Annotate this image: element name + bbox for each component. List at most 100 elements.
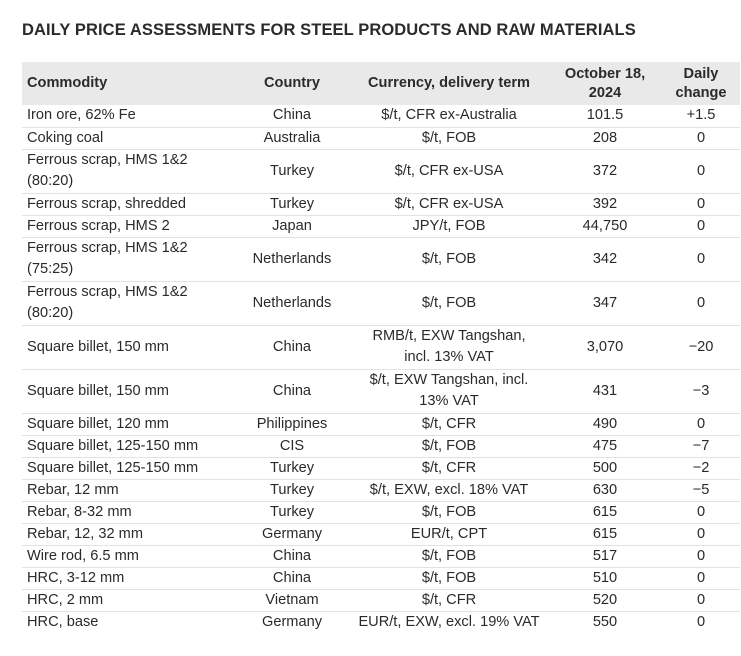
cell-price: 615: [592, 503, 618, 520]
table-row: HRC, 3-12 mm China $/t, FOB 510 0: [22, 567, 740, 589]
cell-change: 0: [696, 415, 706, 432]
cell-country: China: [272, 547, 312, 564]
commodity-line: Coking coal: [27, 129, 104, 146]
commodity-line: Square billet, 150 mm: [27, 338, 169, 355]
cell-price: 372: [592, 162, 618, 179]
term-line: EUR/t, CPT: [410, 525, 488, 542]
cell-change: 0: [696, 294, 706, 311]
term-line: $/t, CFR ex-USA: [394, 195, 504, 212]
term-line: $/t, CFR: [421, 415, 477, 432]
cell-term: $/t, FOB: [350, 237, 548, 281]
cell-country: Japan: [272, 217, 312, 234]
cell-commodity: Ferrous scrap, HMS 1&2 (80:20): [22, 149, 234, 193]
cell-term: EUR/t, EXW, excl. 19% VAT: [350, 611, 548, 633]
term-line: $/t, CFR ex-USA: [394, 162, 504, 179]
cell-term: $/t, CFR ex-USA: [350, 193, 548, 215]
term-line: $/t, FOB: [421, 503, 477, 520]
cell-change: 0: [696, 162, 706, 179]
commodity-line: Ferrous scrap, HMS 1&2: [27, 240, 188, 256]
commodity-line: Square billet, 125-150 mm: [27, 459, 199, 476]
term-line: incl. 13% VAT: [404, 349, 494, 365]
header-country: Country: [264, 75, 320, 91]
cell-country: Philippines: [256, 415, 328, 432]
cell-commodity: Rebar, 12, 32 mm: [22, 523, 234, 545]
cell-change: +1.5: [686, 107, 716, 124]
cell-price: 347: [592, 294, 618, 311]
cell-price: 520: [592, 591, 618, 608]
cell-country: Australia: [263, 129, 321, 146]
header-date-line2: 2024: [588, 84, 622, 101]
header-change-line2: change: [675, 84, 727, 101]
term-line: $/t, FOB: [421, 569, 477, 586]
cell-price: 615: [592, 525, 618, 542]
commodity-line: HRC, 3-12 mm: [27, 569, 125, 586]
table-row: Coking coal Australia $/t, FOB 208 0: [22, 127, 740, 149]
commodity-line: HRC, 2 mm: [27, 591, 104, 608]
table-row: HRC, 2 mm Vietnam $/t, CFR 520 0: [22, 589, 740, 611]
cell-term: $/t, CFR: [350, 457, 548, 479]
cell-term: $/t, CFR: [350, 413, 548, 435]
cell-country: Netherlands: [252, 250, 332, 267]
price-table: Commodity Country Currency, delivery ter…: [22, 62, 740, 633]
header-row: Commodity Country Currency, delivery ter…: [22, 62, 740, 105]
commodity-line: Ferrous scrap, shredded: [27, 195, 186, 212]
commodity-line: (80:20): [27, 305, 74, 321]
cell-change: −3: [692, 382, 710, 399]
cell-commodity: HRC, base: [22, 611, 234, 633]
header-term: Currency, delivery term: [368, 75, 530, 91]
cell-commodity: Square billet, 125-150 mm: [22, 457, 234, 479]
cell-price: 431: [592, 382, 618, 399]
term-line: 13% VAT: [419, 393, 479, 409]
cell-commodity: Square billet, 125-150 mm: [22, 435, 234, 457]
report-title: DAILY PRICE ASSESSMENTS FOR STEEL PRODUC…: [22, 21, 636, 39]
commodity-line: (80:20): [27, 173, 74, 189]
term-line: $/t, FOB: [421, 129, 477, 146]
header-change-line1: Daily: [683, 65, 719, 82]
term-line: $/t, CFR ex-Australia: [381, 107, 517, 124]
cell-commodity: Wire rod, 6.5 mm: [22, 545, 234, 567]
cell-country: China: [272, 107, 312, 124]
cell-commodity: HRC, 3-12 mm: [22, 567, 234, 589]
term-line: $/t, FOB: [421, 547, 477, 564]
cell-commodity: Rebar, 8-32 mm: [22, 501, 234, 523]
table-header: Commodity Country Currency, delivery ter…: [22, 62, 740, 105]
cell-price: 490: [592, 415, 618, 432]
table-row: Ferrous scrap, HMS 2 Japan JPY/t, FOB 44,75…: [22, 215, 740, 237]
cell-change: 0: [696, 129, 706, 146]
commodity-line: Iron ore, 62% Fe: [27, 107, 136, 124]
cell-term: $/t, CFR ex-Australia: [350, 105, 548, 127]
table-row: Rebar, 8-32 mm Turkey $/t, FOB 615 0: [22, 501, 740, 523]
cell-commodity: Ferrous scrap, shredded: [22, 193, 234, 215]
term-line: $/t, FOB: [421, 250, 477, 267]
commodity-line: Wire rod, 6.5 mm: [27, 547, 139, 564]
cell-price: 208: [592, 129, 618, 146]
cell-price: 475: [592, 437, 618, 454]
table-row: Rebar, 12, 32 mm Germany EUR/t, CPT 615 0: [22, 523, 740, 545]
term-line: EUR/t, EXW, excl. 19% VAT: [358, 613, 540, 630]
cell-commodity: Square billet, 120 mm: [22, 413, 234, 435]
cell-commodity: Ferrous scrap, HMS 1&2 (75:25): [22, 237, 234, 281]
cell-price: 510: [592, 569, 618, 586]
commodity-line: Rebar, 8-32 mm: [27, 503, 132, 520]
commodity-line: (75:25): [27, 261, 74, 277]
cell-price: 550: [592, 613, 618, 630]
term-line: $/t, EXW Tangshan, incl.: [369, 372, 529, 388]
term-line: $/t, FOB: [421, 437, 477, 454]
cell-term: $/t, FOB: [350, 545, 548, 567]
cell-country: Turkey: [269, 503, 315, 520]
cell-country: Netherlands: [252, 294, 332, 311]
cell-change: 0: [696, 613, 706, 630]
cell-term: $/t, FOB: [350, 127, 548, 149]
cell-country: Turkey: [269, 459, 315, 476]
table-row: Ferrous scrap, HMS 1&2 (80:20) Turkey $/t, …: [22, 149, 740, 193]
cell-change: 0: [696, 591, 706, 608]
cell-change: 0: [696, 217, 706, 234]
cell-change: −7: [692, 437, 710, 454]
cell-change: 0: [696, 250, 706, 267]
cell-country: China: [272, 382, 312, 399]
cell-change: 0: [696, 525, 706, 542]
commodity-line: Ferrous scrap, HMS 1&2: [27, 152, 188, 168]
term-line: RMB/t, EXW Tangshan,: [372, 328, 526, 344]
cell-country: Turkey: [269, 481, 315, 498]
term-line: JPY/t, FOB: [412, 217, 486, 234]
